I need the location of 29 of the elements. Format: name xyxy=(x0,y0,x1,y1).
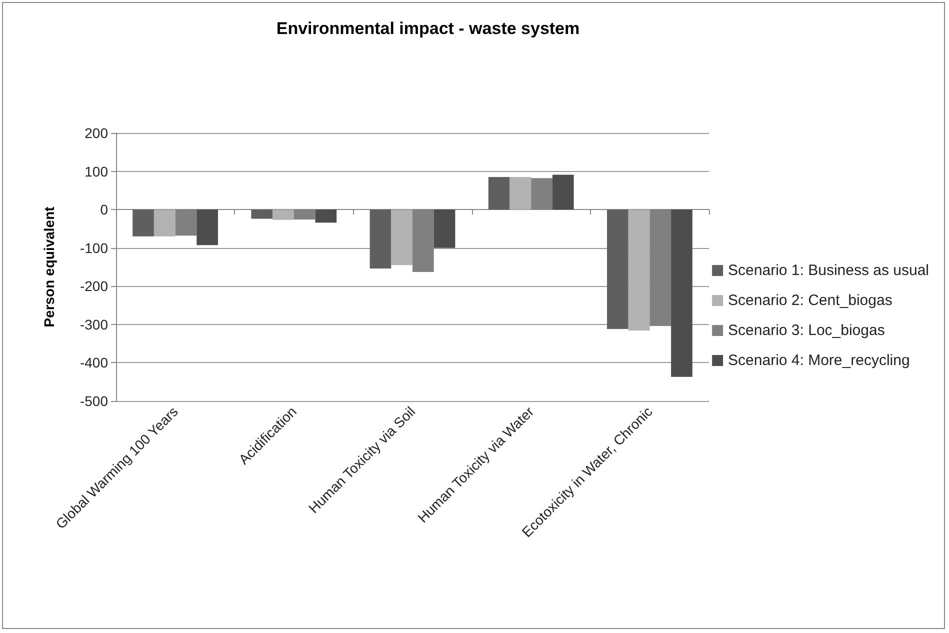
bar xyxy=(434,210,456,248)
bar xyxy=(315,210,337,223)
y-axis-title: Person equivalent xyxy=(41,206,57,328)
y-tick-label: -400 xyxy=(80,354,108,371)
bar xyxy=(552,174,574,210)
chart-title: Environmental impact - waste system xyxy=(276,19,580,38)
legend-label: Scenario 4: More_recycling xyxy=(728,352,910,369)
y-tick-label: 100 xyxy=(84,163,108,180)
bar xyxy=(628,210,650,331)
y-tick-label: -200 xyxy=(80,278,108,294)
y-tick-label: 0 xyxy=(100,202,108,218)
bar xyxy=(251,210,273,219)
bar xyxy=(196,210,218,246)
legend-label: Scenario 1: Business as usual xyxy=(728,262,930,279)
legend-label: Scenario 3: Loc_biogas xyxy=(728,322,885,339)
bar xyxy=(154,210,176,236)
legend-label: Scenario 2: Cent_biogas xyxy=(728,292,892,309)
y-tick-label: -300 xyxy=(80,316,108,332)
bar xyxy=(132,210,154,236)
bar xyxy=(510,177,532,210)
bar xyxy=(671,210,692,377)
y-tick-label: -500 xyxy=(80,393,108,409)
y-tick-label: 200 xyxy=(84,125,108,141)
bar xyxy=(488,177,510,210)
bar xyxy=(272,210,294,220)
y-tick-label: -100 xyxy=(80,240,108,256)
bar xyxy=(391,210,412,266)
bar xyxy=(370,210,392,269)
bar xyxy=(607,210,628,330)
